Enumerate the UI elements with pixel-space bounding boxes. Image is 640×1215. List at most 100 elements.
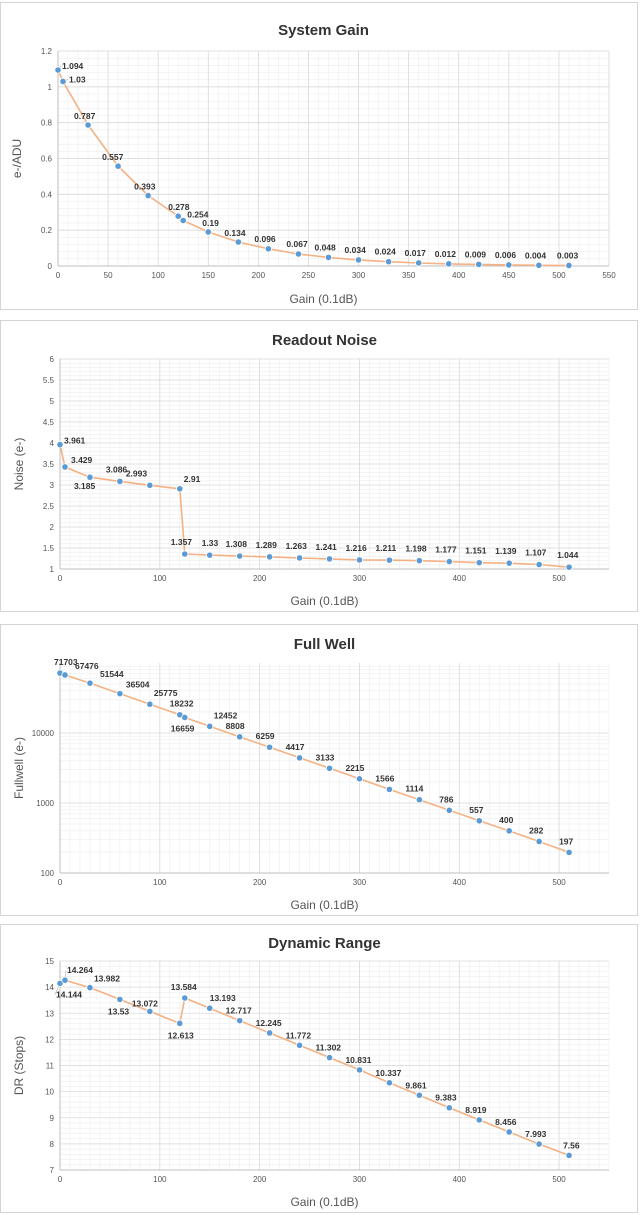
data-point [475,817,483,825]
y-tick-label: 11 [46,1062,55,1071]
data-label: 786 [439,794,453,804]
data-label: 18232 [170,699,194,709]
series-line [59,672,570,854]
data-point [295,1041,304,1049]
data-point [176,1019,184,1027]
y-tick-label: 15 [45,957,54,966]
data-label: 282 [529,825,543,835]
chart-panel-readout-noise: 0 100 200 300 400 500 1 1.5 2 2.5 3 3.5 4 4.5 5 5.5 6 Rea… [0,320,638,612]
data-point [475,260,483,268]
data-label: 0.787 [74,111,96,121]
data-label: 14.144 [56,989,82,999]
data-label: 12.245 [256,1018,282,1028]
data-point [84,121,92,129]
x-tick-label: 450 [502,271,516,280]
data-label: 2.91 [184,474,201,484]
data-point [324,253,333,261]
data-point [354,256,363,264]
data-point [535,1140,543,1148]
data-label: 10.831 [345,1055,371,1065]
data-point [116,477,124,485]
data-point [565,1151,573,1159]
data-label: 7.56 [563,1140,580,1150]
y-tick-label: 1.5 [43,544,55,553]
x-tick-label: 300 [353,574,367,583]
data-label: 13.072 [132,998,158,1008]
data-label: 2.993 [126,468,148,478]
data-label: 1.241 [316,542,338,552]
data-point [325,1054,334,1062]
chart-panel-full-well: 0 100 200 300 400 500 100 1000 10000 Full Well Gai… [0,624,638,916]
data-label: 3.429 [71,455,93,465]
x-tick-label: 200 [253,574,267,583]
data-label: 0.393 [134,182,156,192]
chart-readout-noise: 0 100 200 300 400 500 1 1.5 2 2.5 3 3.5 4 4.5 5 5.5 6 Rea… [12,332,610,608]
data-point [86,473,94,481]
data-point [355,556,364,564]
y-tick-label: 4 [50,439,55,448]
series-line [59,979,570,1157]
data-label: 14.264 [67,965,93,975]
data-label: 0.024 [375,247,397,257]
y-axis-title: DR (Stops) [12,1036,26,1095]
data-point [206,551,214,559]
y-tick-label: 0.4 [41,190,53,199]
x-tick-label: 0 [58,574,63,583]
y-tick-label: 1 [50,565,55,574]
data-point [325,764,334,772]
data-label: 1.094 [62,61,84,71]
x-tick-label: 200 [253,878,267,887]
data-label: 3.185 [74,481,96,491]
data-label: 12452 [214,710,238,720]
data-label: 3.086 [106,464,128,474]
x-tick-label: 300 [352,271,366,280]
data-label: 13.193 [210,993,236,1003]
data-label: 11.302 [316,1043,342,1053]
data-point [535,837,543,846]
data-label: 16659 [171,723,195,733]
data-point [505,261,513,269]
x-axis-title: Gain (0.1dB) [290,1195,358,1209]
data-label: 197 [559,836,573,846]
x-tick-label: 0 [56,271,61,280]
data-point [295,554,304,562]
data-point [325,555,334,563]
x-tick-label: 150 [202,271,216,280]
data-point [505,559,513,567]
y-axis-title: Noise (e-) [12,438,26,491]
data-label: 1.263 [286,541,308,551]
data-point [61,463,69,471]
data-point [264,245,272,253]
data-point [385,1079,393,1087]
y-tick-label: 12 [45,1035,54,1044]
x-tick-label: 300 [353,1175,367,1184]
chart-panel-dynamic-range: 0 100 200 300 400 500 7 8 9 10 11 12 13 14 15 Dynamic R… [0,924,638,1213]
data-point [146,481,154,489]
data-point [54,66,62,74]
y-tick-label: 14 [45,983,54,992]
data-label: 11.772 [286,1030,312,1040]
data-point [181,550,189,558]
x-tick-label: 100 [153,878,167,887]
data-point [475,1116,483,1124]
data-point [266,1029,274,1037]
x-tick-label: 250 [302,271,316,280]
x-tick-label: 100 [153,1175,167,1184]
data-label: 8.919 [465,1105,487,1115]
y-tick-label: 2 [50,523,55,532]
data-point [114,162,122,170]
data-label: 1.139 [495,546,517,556]
data-label: 7.993 [525,1129,547,1139]
chart-title: Full Well [294,636,355,653]
data-label: 1.216 [345,543,367,553]
data-label: 13.982 [94,974,120,984]
data-point [61,671,69,679]
data-label: 0.009 [465,249,487,259]
data-label: 1.308 [226,539,248,549]
x-tick-label: 100 [152,271,166,280]
data-point [206,1004,214,1012]
y-axis-title: e-/ADU [10,139,24,178]
data-label: 12.613 [168,1030,194,1040]
data-point [176,485,184,493]
